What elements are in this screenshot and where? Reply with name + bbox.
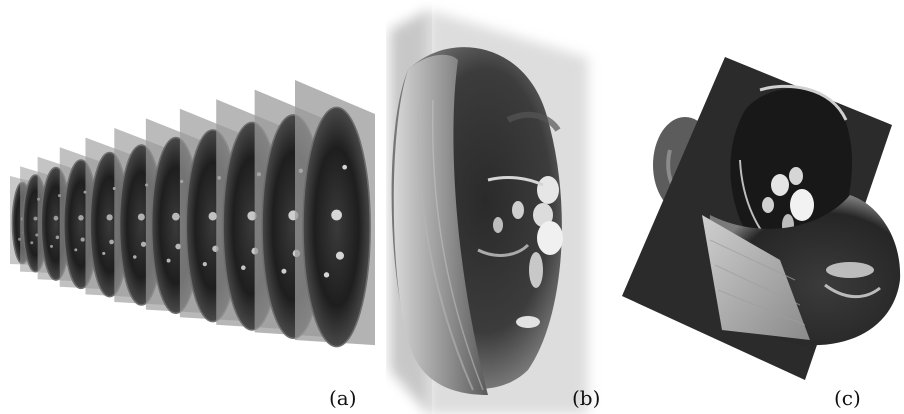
panel-c-label: (c) <box>834 386 861 410</box>
slice-stack <box>10 80 375 348</box>
panel-a <box>0 0 380 414</box>
volume-rendering <box>390 10 588 414</box>
oblique-slice <box>622 57 901 380</box>
panel-b-label: (b) <box>572 386 601 410</box>
panel-c <box>610 0 904 414</box>
panel-a-label: (a) <box>329 386 357 410</box>
slice-plane <box>295 80 375 348</box>
panel-b <box>378 0 608 414</box>
